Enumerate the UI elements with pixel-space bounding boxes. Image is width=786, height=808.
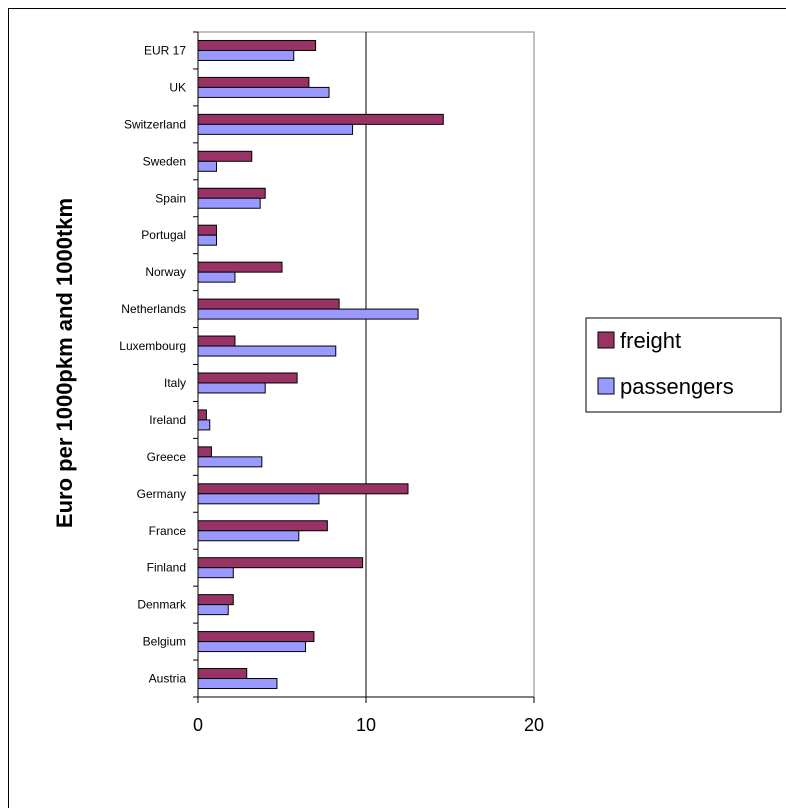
category-label: Belgium <box>143 635 186 649</box>
category-label: Sweden <box>143 154 186 168</box>
bar-freight <box>197 187 266 199</box>
bar-freight <box>197 668 248 680</box>
bar-freight <box>197 39 317 51</box>
bar-freight <box>197 335 236 347</box>
bar-freight <box>197 76 310 88</box>
bar-freight <box>197 594 234 606</box>
category-label: Spain <box>155 191 186 205</box>
bar-passengers <box>197 567 234 579</box>
category-label: Portugal <box>141 228 186 242</box>
legend-label-freight: freight <box>620 328 681 353</box>
bar-passengers <box>197 197 261 209</box>
axes <box>193 31 535 703</box>
category-label: UK <box>169 80 186 94</box>
bar-passengers <box>197 234 217 246</box>
x-tick-label: 10 <box>356 715 376 735</box>
category-label: Austria <box>149 672 187 686</box>
bar-freight <box>197 150 253 162</box>
y-axis-label: Euro per 1000pkm and 1000tkm <box>52 198 77 528</box>
x-tick-label: 20 <box>524 715 544 735</box>
category-label: Ireland <box>149 413 186 427</box>
tick-labels: 0 10 20 <box>193 715 544 735</box>
bar-freight <box>197 520 328 532</box>
category-label: Greece <box>147 450 187 464</box>
bar-passengers <box>197 308 419 320</box>
bar-freight <box>197 557 364 569</box>
bar-passengers <box>197 419 211 431</box>
legend-swatch-passengers <box>597 377 615 395</box>
category-label: Italy <box>164 376 186 390</box>
category-labels: EUR 17 UK Switzerland Sweden Spain Portugal No… <box>119 43 187 685</box>
category-label: Norway <box>145 265 186 279</box>
bar-passengers <box>197 493 320 505</box>
bar-passengers <box>197 678 278 690</box>
bar-freight <box>197 261 283 273</box>
bar-freight <box>197 113 444 125</box>
category-label: EUR 17 <box>144 43 186 57</box>
category-label: France <box>149 524 187 538</box>
bar-freight <box>197 224 217 236</box>
bar-passengers <box>197 456 263 468</box>
bar-passengers <box>197 49 295 61</box>
bar-passengers <box>197 604 229 616</box>
category-label: Finland <box>147 561 186 575</box>
bar-passengers <box>197 123 354 135</box>
chart-root: EUR 17 UK Switzerland Sweden Spain Portugal No… <box>8 8 786 808</box>
bar-freight <box>197 483 409 495</box>
bar-passengers <box>197 382 266 394</box>
legend-box <box>585 317 782 413</box>
bar-chart: EUR 17 UK Switzerland Sweden Spain Portugal No… <box>52 31 782 735</box>
bar-passengers <box>197 86 330 98</box>
bar-passengers <box>197 160 217 172</box>
bars <box>197 39 444 690</box>
category-label: Switzerland <box>124 117 186 131</box>
bar-passengers <box>197 530 300 542</box>
bar-passengers <box>197 271 236 283</box>
bar-freight <box>197 409 207 421</box>
x-tick-label: 0 <box>193 715 203 735</box>
category-label: Luxembourg <box>119 339 186 353</box>
bar-passengers <box>197 345 337 357</box>
legend-swatch-freight <box>597 331 615 349</box>
category-label: Denmark <box>137 598 187 612</box>
bar-freight <box>197 446 212 458</box>
bar-freight <box>197 298 340 310</box>
category-label: Germany <box>137 487 186 501</box>
bar-freight <box>197 372 298 384</box>
category-label: Netherlands <box>121 302 186 316</box>
bar-passengers <box>197 641 307 653</box>
bar-freight <box>197 631 315 643</box>
legend: freight passengers <box>585 317 782 413</box>
legend-label-passengers: passengers <box>620 374 734 399</box>
